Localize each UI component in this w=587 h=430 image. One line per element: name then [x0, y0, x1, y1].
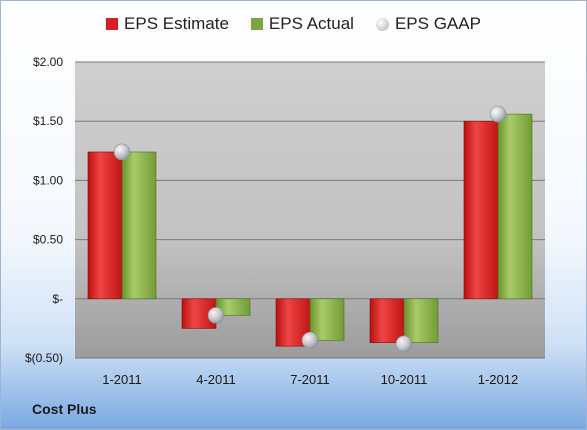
- x-tick-label: 7-2011: [290, 372, 330, 387]
- x-tick-label: 4-2011: [196, 372, 236, 387]
- legend-label-estimate: EPS Estimate: [124, 14, 229, 33]
- legend-item-actual: EPS Actual: [250, 14, 354, 34]
- dot-eps-gaap: [301, 331, 319, 349]
- legend-label-gaap: EPS GAAP: [394, 14, 481, 33]
- chart-legend: EPS Estimate EPS Actual EPS GAAP: [0, 14, 587, 34]
- bar-eps-estimate: [369, 298, 405, 343]
- bar-eps-actual: [309, 298, 345, 341]
- company-label: Cost Plus: [32, 401, 97, 417]
- x-tick-label: 1-2012: [478, 372, 518, 387]
- dot-eps-gaap: [395, 335, 413, 353]
- bar-eps-actual: [121, 151, 157, 300]
- legend-label-actual: EPS Actual: [268, 14, 354, 33]
- legend-swatch-estimate: [106, 18, 119, 30]
- dot-eps-gaap: [207, 307, 225, 324]
- x-tick-label: 1-2011: [102, 372, 142, 387]
- x-tick-label: 10-2011: [381, 372, 428, 387]
- legend-swatch-actual: [250, 18, 263, 30]
- legend-item-estimate: EPS Estimate: [106, 14, 229, 34]
- bar-eps-estimate: [87, 151, 123, 300]
- y-tick-label: $2.00: [33, 55, 63, 69]
- legend-swatch-gaap: [375, 17, 389, 31]
- y-tick-label: $-: [52, 292, 63, 306]
- legend-item-gaap: EPS GAAP: [375, 14, 481, 34]
- dot-eps-gaap: [489, 105, 507, 123]
- bar-eps-actual: [403, 298, 439, 343]
- bar-eps-estimate: [463, 120, 499, 300]
- y-tick-label: $1.00: [33, 173, 63, 187]
- y-tick-label: $(0.50): [25, 351, 63, 365]
- dot-eps-gaap: [113, 143, 131, 161]
- y-tick-label: $1.50: [33, 114, 63, 128]
- y-tick-label: $0.50: [33, 233, 63, 247]
- bar-eps-actual: [497, 113, 533, 300]
